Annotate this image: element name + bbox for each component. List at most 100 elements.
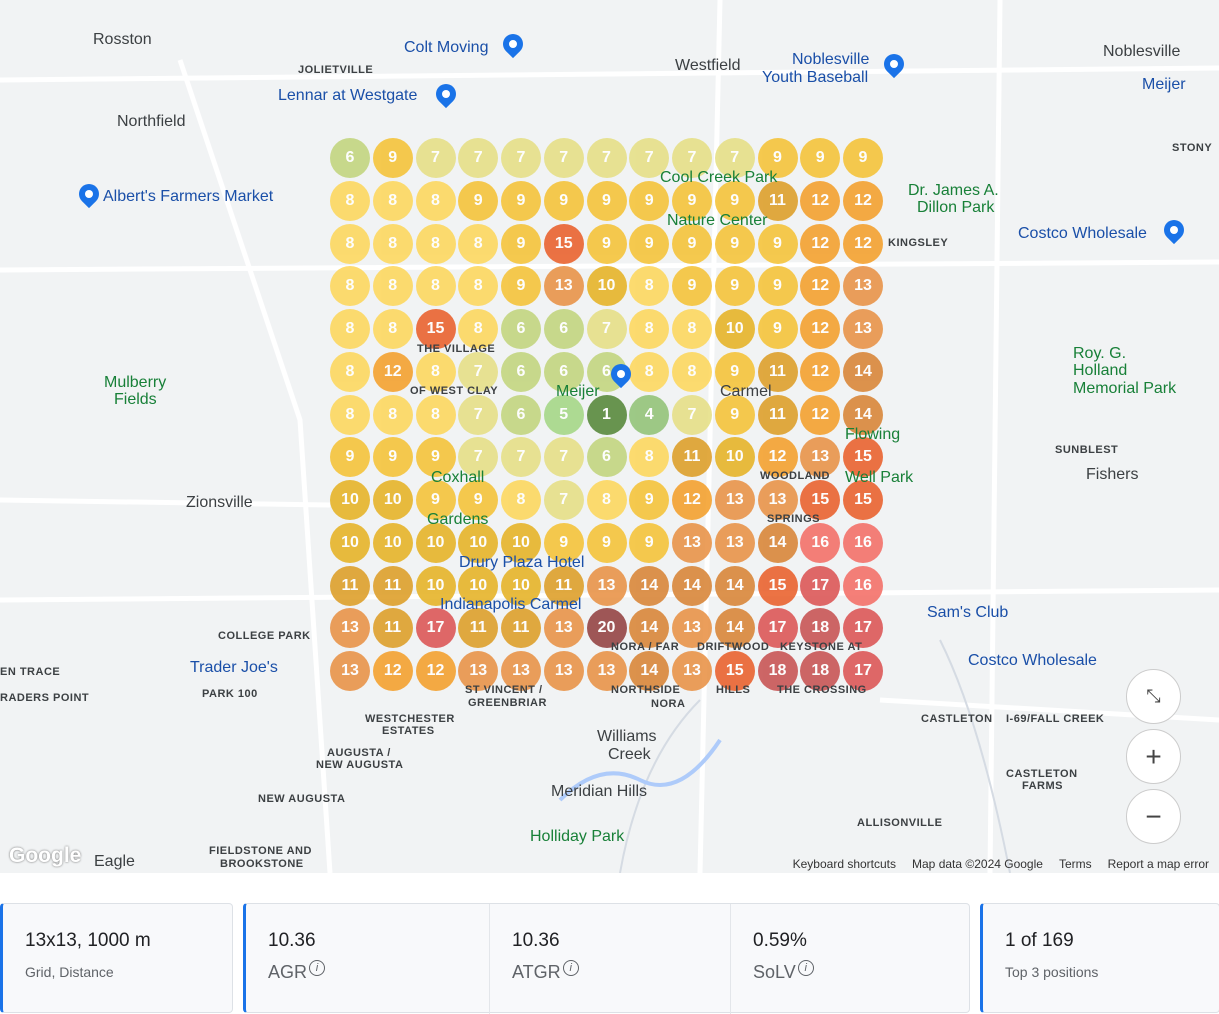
grid-point-rank[interactable]: 13	[843, 309, 883, 349]
map-park[interactable]: Gardens	[427, 511, 489, 528]
grid-point-rank[interactable]: 15	[843, 480, 883, 520]
map-park[interactable]: Roy. G.	[1073, 345, 1127, 362]
map-park[interactable]: Holliday Park	[530, 828, 625, 845]
grid-point-rank[interactable]: 9	[586, 180, 627, 221]
grid-point-rank[interactable]: 13	[330, 608, 370, 649]
map-park[interactable]: Dr. James A.	[908, 182, 999, 199]
grid-point-rank[interactable]: 8	[501, 480, 541, 520]
grid-point-rank[interactable]: 9	[714, 266, 755, 307]
grid-point-rank[interactable]: 11	[330, 565, 370, 606]
map-park[interactable]: Well Park	[845, 469, 914, 486]
grid-point-rank[interactable]: 8	[330, 351, 370, 392]
grid-point-rank[interactable]: 9	[372, 138, 413, 178]
grid-point-rank[interactable]: 12	[800, 223, 841, 264]
grid-point-rank[interactable]: 9	[586, 223, 627, 264]
grid-point-rank[interactable]: 14	[843, 351, 883, 392]
grid-point-rank[interactable]: 9	[543, 180, 584, 221]
grid-point-rank[interactable]: 10	[714, 309, 755, 349]
grid-point-rank[interactable]: 12	[843, 180, 883, 221]
grid-point-rank[interactable]: 11	[372, 608, 413, 649]
grid-point-rank[interactable]: 14	[714, 565, 755, 606]
grid-point-rank[interactable]: 10	[586, 266, 627, 307]
grid-point-rank[interactable]: 8	[415, 394, 456, 435]
grid-point-rank[interactable]: 18	[800, 651, 841, 691]
grid-point-rank[interactable]: 10	[501, 565, 541, 606]
grid-point-rank[interactable]: 10	[330, 480, 370, 520]
grid-point-rank[interactable]: 13	[714, 522, 755, 563]
grid-point-rank[interactable]: 8	[372, 309, 413, 349]
grid-point-rank[interactable]: 8	[330, 309, 370, 349]
grid-point-rank[interactable]: 16	[843, 522, 883, 563]
grid-point-rank[interactable]: 17	[843, 651, 883, 691]
grid-point-rank[interactable]: 8	[629, 437, 670, 478]
grid-point-rank[interactable]: 6	[330, 138, 370, 178]
grid-point-rank[interactable]: 15	[800, 480, 841, 520]
map-poi[interactable]: Meijer	[556, 383, 600, 400]
grid-point-rank[interactable]: 8	[629, 309, 670, 349]
grid-point-rank[interactable]: 6	[586, 437, 627, 478]
grid-point-rank[interactable]: 7	[714, 138, 755, 178]
grid-point-rank[interactable]: 7	[586, 309, 627, 349]
map-poi[interactable]: Lennar at Westgate	[278, 87, 418, 104]
grid-point-rank[interactable]: 9	[757, 138, 798, 178]
grid-point-rank[interactable]: 6	[501, 309, 541, 349]
grid-point-rank[interactable]: 8	[415, 351, 456, 392]
grid-point-rank[interactable]: 16	[800, 522, 841, 563]
grid-point-rank[interactable]: 12	[757, 437, 798, 478]
map-poi[interactable]: Sam's Club	[927, 604, 1009, 621]
map-poi[interactable]: Costco Wholesale	[968, 652, 1097, 669]
grid-point-rank[interactable]: 8	[458, 309, 499, 349]
grid-point-rank[interactable]: 12	[800, 180, 841, 221]
grid-point-rank[interactable]: 13	[501, 651, 541, 691]
grid-point-rank[interactable]: 12	[800, 351, 841, 392]
grid-point-rank[interactable]: 7	[458, 351, 499, 392]
map[interactable]: Rosston Colt Moving JOLIETVILLE Westfiel…	[0, 0, 1219, 873]
grid-point-rank[interactable]: 14	[629, 608, 670, 649]
grid-point-rank[interactable]: 9	[757, 223, 798, 264]
grid-point-rank[interactable]: 7	[501, 437, 541, 478]
grid-point-rank[interactable]: 8	[330, 223, 370, 264]
grid-point-rank[interactable]: 11	[757, 180, 798, 221]
terms-link[interactable]: Terms	[1058, 857, 1092, 871]
grid-point-rank[interactable]: 9	[672, 223, 712, 264]
grid-point-rank[interactable]: 8	[458, 266, 499, 307]
grid-point-rank[interactable]: 12	[843, 223, 883, 264]
grid-point-rank[interactable]: 9	[757, 266, 798, 307]
grid-point-rank[interactable]: 10	[458, 565, 499, 606]
grid-point-rank[interactable]: 7	[543, 138, 584, 178]
grid-point-rank[interactable]: 6	[543, 309, 584, 349]
grid-point-rank[interactable]: 10	[501, 522, 541, 563]
grid-point-rank[interactable]: 7	[672, 394, 712, 435]
grid-point-rank[interactable]: 8	[372, 394, 413, 435]
grid-point-rank[interactable]: 8	[629, 266, 670, 307]
grid-point-rank[interactable]: 14	[629, 565, 670, 606]
grid-point-rank[interactable]: 12	[415, 651, 456, 691]
grid-point-rank[interactable]: 12	[372, 651, 413, 691]
zoom-in-button[interactable]: +	[1126, 729, 1181, 784]
map-poi[interactable]: Meijer	[1142, 76, 1186, 93]
grid-point-rank[interactable]: 13	[800, 437, 841, 478]
grid-point-rank[interactable]: 12	[672, 480, 712, 520]
grid-point-rank[interactable]: 9	[629, 180, 670, 221]
grid-point-rank[interactable]: 20	[586, 608, 627, 649]
map-park[interactable]: Coxhall	[431, 469, 485, 486]
grid-point-rank[interactable]: 11	[372, 565, 413, 606]
map-poi[interactable]: Colt Moving	[404, 39, 489, 56]
grid-point-rank[interactable]: 7	[672, 138, 712, 178]
grid-point-rank[interactable]: 12	[800, 266, 841, 307]
map-park[interactable]: Memorial Park	[1073, 380, 1177, 397]
grid-point-rank[interactable]: 11	[757, 394, 798, 435]
map-park[interactable]: Flowing	[845, 426, 901, 443]
grid-point-rank[interactable]: 9	[714, 223, 755, 264]
grid-point-rank[interactable]: 14	[757, 522, 798, 563]
grid-point-rank[interactable]: 14	[629, 651, 670, 691]
grid-point-rank[interactable]: 4	[629, 394, 670, 435]
grid-point-rank[interactable]: 7	[458, 138, 499, 178]
grid-point-rank[interactable]: 12	[800, 309, 841, 349]
grid-point-rank[interactable]: 15	[843, 437, 883, 478]
grid-point-rank[interactable]: 8	[415, 180, 456, 221]
keyboard-shortcuts-link[interactable]: Keyboard shortcuts	[792, 857, 897, 871]
grid-point-rank[interactable]: 13	[543, 266, 584, 307]
grid-point-rank[interactable]: 7	[458, 437, 499, 478]
zoom-out-button[interactable]: −	[1126, 789, 1181, 844]
